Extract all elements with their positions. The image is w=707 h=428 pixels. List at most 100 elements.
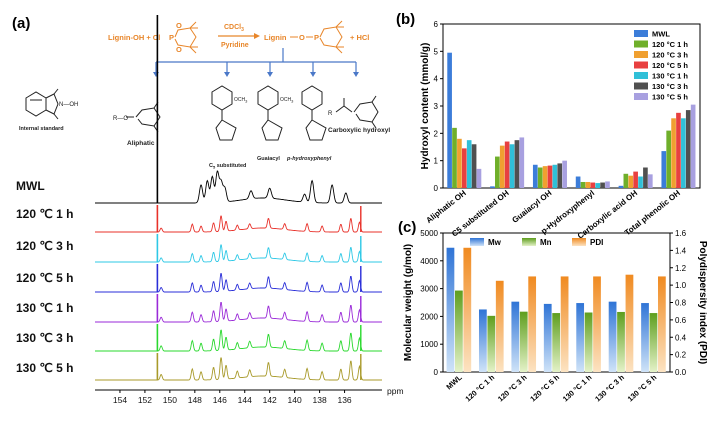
panel-c-y2-tick-label: 1.2 [675, 264, 687, 273]
panel-c-bar [617, 311, 625, 372]
panel-b-bar [552, 164, 558, 188]
panel-b-bar [447, 52, 452, 189]
panel-c: (c) 0 1000 2000 3000 4000 5000 0.0 0.2 0.4 0.6 0.8… [398, 219, 707, 404]
panel-b-y-tick-label: 5 [434, 47, 439, 56]
panel-b-legend-swatch [634, 51, 648, 58]
reaction-arrow-head [254, 33, 260, 39]
panel-c-y-tick-label: 4000 [420, 257, 438, 266]
nmr-spectrum-trace [95, 301, 382, 323]
panel-b-y-tick-label: 4 [434, 75, 439, 84]
panel-b-legend-label: MWL [652, 30, 670, 39]
panel-b-legend-swatch [634, 93, 648, 100]
panel-c-bar [528, 276, 537, 372]
pinacol-ring-left [174, 21, 198, 54]
panel-b-legend-label: 130 °C 1 h [652, 72, 688, 81]
internal-standard-label: Internal standard [19, 126, 64, 132]
scheme-product-o: O [299, 33, 305, 42]
panel-b-bar [643, 167, 648, 188]
nmr-spectrum-trace [95, 215, 382, 233]
panel-b-y-tick-label: 2 [434, 129, 439, 138]
nmr-spectrum-label: 120 ℃ 3 h [16, 239, 74, 253]
reagent-pyridine: Pyridine [221, 42, 249, 49]
panel-b-label: (b) [396, 11, 415, 28]
guaiacyl-och3: OCH3 [280, 97, 294, 104]
panel-c-y-tick-label: 0 [434, 368, 439, 377]
scheme-p: P [169, 33, 174, 42]
panel-b-bar [504, 141, 510, 188]
panel-c-bar [495, 280, 504, 372]
panel-b-bar [495, 156, 500, 188]
panel-c-category-label: 120 °C 3 h [496, 373, 529, 404]
panel-c-y-tick-label: 5000 [420, 229, 438, 238]
scheme-o1: O [176, 21, 182, 30]
nmr-spectrum-trace [95, 244, 382, 263]
scheme-reactant: Lignin-OH + Cl [108, 33, 160, 42]
panel-c-bar [560, 276, 569, 372]
c5-och3: OCH3 [234, 97, 248, 104]
panel-b-legend-label: 130 °C 3 h [652, 82, 688, 91]
panel-c-y2-axis-label: Polydispersity index (PDI) [697, 241, 707, 364]
pinacol-ring-right [319, 20, 344, 54]
panel-c-legend-swatch [522, 238, 536, 246]
panel-c-bar [519, 311, 528, 372]
nmr-x-axis-label: ppm [387, 386, 404, 396]
panel-b-legend-swatch [634, 30, 648, 37]
panel-c-bar [625, 274, 634, 372]
nmr-spectrum-label: 130 ℃ 3 h [16, 331, 74, 345]
panel-c-y2-tick-label: 0.0 [675, 368, 687, 377]
branch-arrows [153, 48, 359, 77]
panel-b-bar [519, 137, 525, 188]
panel-c-category-label: 120 °C 5 h [528, 373, 561, 404]
panel-b-bar [562, 160, 567, 188]
nmr-x-tick-label: 152 [138, 395, 152, 405]
aliphatic-label: Aliphatic [127, 140, 155, 147]
panel-a-label: (a) [12, 15, 30, 32]
panel-b-bar [623, 173, 629, 188]
panel-b-y-tick-label: 1 [434, 157, 439, 166]
scheme-o2: O [176, 45, 182, 54]
panel-b-bar [681, 118, 686, 188]
panel-b-category-label: Aliphatic OH [424, 188, 468, 225]
panel-b-legend-label: 130 °C 5 h [652, 93, 688, 102]
panel-c-y-tick-label: 2000 [420, 312, 438, 321]
nmr-x-tick-label: 150 [163, 395, 177, 405]
nmr-x-tick-label: 146 [213, 395, 227, 405]
panel-c-category-label: 130 °C 1 h [561, 373, 594, 404]
panel-b-bar [671, 118, 676, 188]
panel-c-legend-label: Mn [540, 238, 552, 247]
nmr-spectrum-trace [95, 329, 382, 352]
nmr-spectrum-label: 130 ℃ 1 h [16, 301, 74, 315]
panel-c-y2-tick-label: 0.2 [675, 351, 687, 360]
panel-b-bar [580, 181, 586, 188]
aromatic-structures [211, 85, 327, 141]
panel-b-bar [471, 144, 477, 188]
panel-c-category-label: MWL [444, 373, 464, 392]
panel-c-y-axis-label: Molecular weight (g/mol) [403, 244, 414, 361]
panel-b-bar [690, 104, 696, 188]
panel-c-legend-label: PDI [590, 238, 603, 247]
scheme-hcl: + HCl [350, 33, 369, 42]
reaction-scheme: Lignin-OH + Cl P O O CDCl3 Pyridine Lign… [108, 20, 369, 54]
panel-b-y-tick-label: 0 [434, 184, 439, 193]
panel-b-bar [575, 176, 581, 188]
panel-b-y-axis-label: Hydroxyl content (mmol/g) [420, 43, 431, 170]
panel-c-bar [641, 303, 649, 372]
panel-b-bar [499, 145, 505, 188]
panel-b-bar [557, 163, 563, 188]
panel-b-bar [452, 127, 457, 188]
nmr-spectrum-label: MWL [16, 179, 45, 193]
panel-b-bar [595, 183, 601, 188]
panel-c-bar [463, 247, 472, 372]
panel-c-bar [584, 312, 593, 372]
nmr-x-tick-label: 138 [313, 395, 327, 405]
panel-c-bar [608, 301, 617, 372]
panel-b: (b) 0 1 2 3 4 5 6 Hydroxyl content (mmol/g) Alip… [396, 11, 701, 241]
panel-b-bar [542, 166, 548, 188]
panel-b-bar [509, 144, 515, 188]
scheme-product-p: P [314, 33, 319, 42]
panel-c-category-label: 130 °C 3 h [593, 373, 626, 404]
panel-b-y-tick-label: 3 [434, 102, 439, 111]
panel-b-bar [600, 182, 605, 188]
panel-b-legend-swatch [634, 72, 648, 79]
panel-c-bar [511, 301, 520, 372]
